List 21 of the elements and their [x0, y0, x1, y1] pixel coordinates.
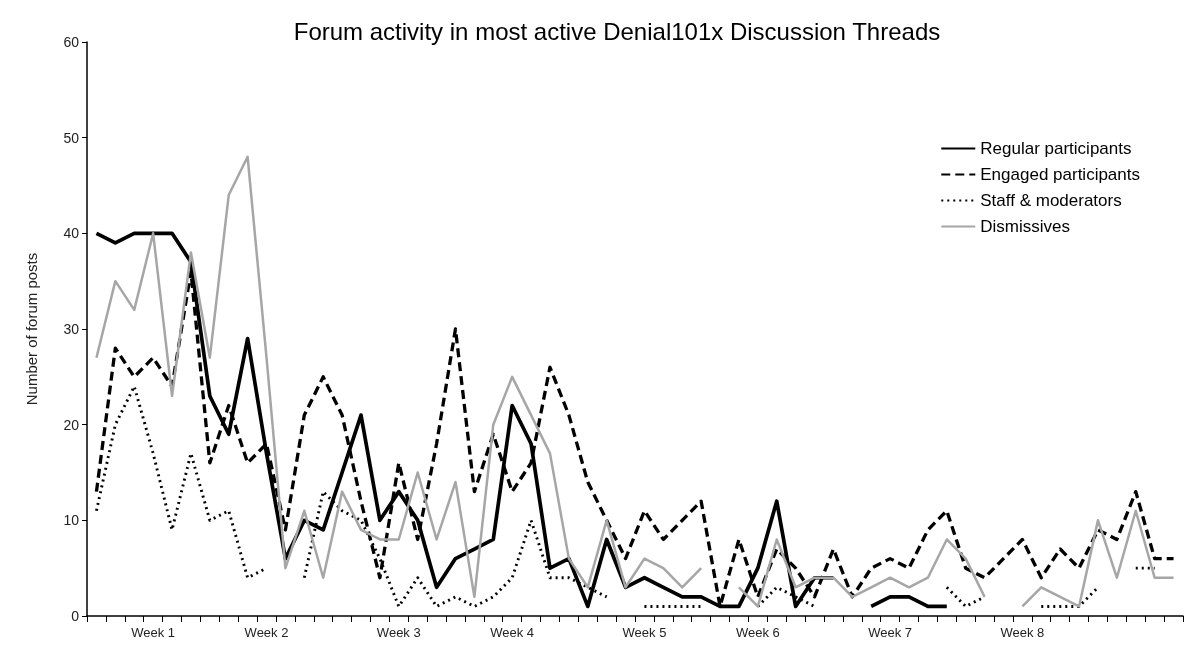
- y-tick-label: 30: [63, 321, 80, 337]
- x-tick-label: Week 1: [131, 625, 176, 640]
- y-tick-label: 0: [71, 608, 80, 624]
- y-tick-label: 60: [63, 34, 80, 50]
- y-axis-title: Number of forum posts: [23, 252, 40, 406]
- legend-label: Staff & moderators: [980, 191, 1122, 210]
- y-tick-label: 20: [63, 416, 80, 433]
- x-tick-label: Week 2: [244, 625, 289, 640]
- x-tick-label: Week 3: [376, 625, 421, 640]
- y-tick-label: 10: [63, 512, 80, 529]
- legend-label: Dismissives: [980, 217, 1071, 236]
- x-tick-label: Week 5: [622, 625, 667, 640]
- legend-label: Engaged participants: [980, 165, 1141, 184]
- x-tick-label: Week 7: [868, 625, 913, 640]
- chart-title: Forum activity in most active Denial101x Discussion Threads: [293, 17, 941, 45]
- x-tick-label: Week 8: [1000, 625, 1045, 640]
- x-tick-label: Week 6: [735, 625, 780, 640]
- y-tick-label: 40: [63, 225, 80, 242]
- legend-label: Regular participants: [980, 139, 1132, 158]
- x-tick-label: Week 4: [490, 625, 535, 640]
- y-tick-label: 50: [63, 129, 80, 146]
